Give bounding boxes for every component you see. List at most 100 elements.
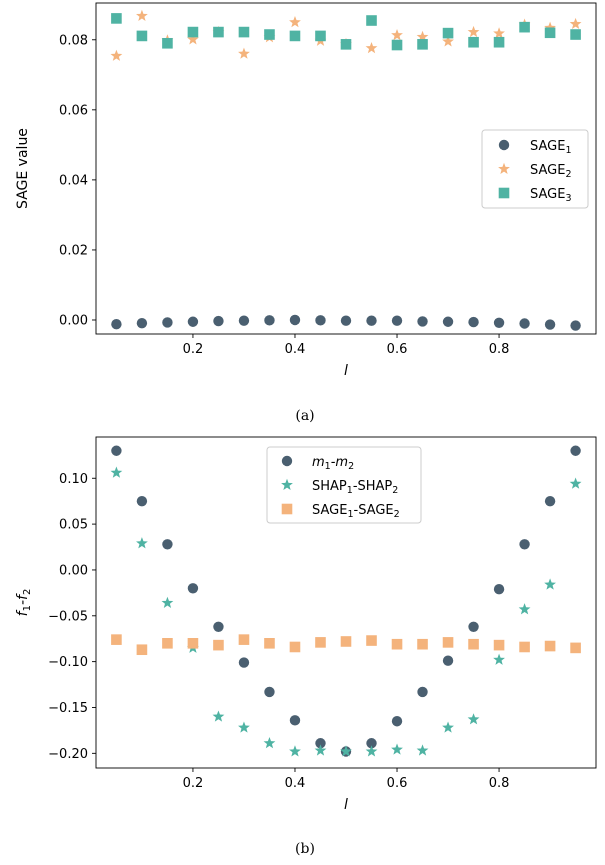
chart-b-series-1-point [468, 621, 479, 632]
chart-a-legend: SAGE1 SAGE2 SAGE3 [481, 129, 589, 209]
chart-b-series-3-point [340, 636, 352, 647]
chart-b: 0.2 0.4 0.6 0.8 0.10 0.05 0.00 −0.05 −0.10 −0.15… [15, 436, 597, 857]
chart-b-series-3-point [366, 635, 377, 646]
x-tick-label: 0.2 [183, 776, 204, 791]
chart-b-series-2-point [340, 745, 352, 757]
chart-b-series-3-point [442, 637, 454, 648]
legend-label: SAGE1 [530, 139, 572, 156]
chart-b-series-2-point [314, 744, 327, 756]
chart-b-series-3-point [289, 641, 301, 653]
chart-b-series-2-point [161, 596, 174, 608]
legend-box [266, 446, 422, 524]
chart-a-series-1-point [417, 316, 428, 327]
chart-a-series-1-point [340, 315, 352, 326]
chart-b-series-1-point [417, 686, 428, 698]
chart-a-series-1-point [544, 319, 556, 330]
chart-b-series-2-point [518, 603, 531, 615]
chart-b-series-1-point [570, 445, 581, 456]
chart-a-series-3-point [264, 29, 275, 40]
chart-a-caption: (a) [295, 408, 314, 424]
chart-b-series-3-point [570, 642, 581, 654]
legend-marker [498, 162, 510, 175]
chart-a-series-3-point [442, 27, 454, 39]
chart-a-series-1-point [111, 318, 122, 330]
chart-a-series-2-point [110, 49, 123, 61]
chart-b-series-3-point [162, 638, 173, 649]
legend-label: SAGE2 [530, 163, 572, 180]
chart-a-frame [95, 2, 597, 335]
y-tick-label: −0.05 [48, 609, 88, 624]
chart-b-series-3-point [544, 640, 556, 652]
chart-a-series-3-point [417, 39, 428, 50]
chart-b-series-2-point [238, 721, 250, 733]
y-tick-label: 0.06 [59, 103, 88, 118]
legend-label: SAGE3 [530, 187, 572, 204]
chart-a-series-2-point [289, 16, 301, 28]
chart-a-y-ticks: 0.00 0.02 0.04 0.06 0.08 [59, 33, 96, 328]
chart-a-series-1-point [493, 317, 505, 328]
chart-a-series-1-point [289, 314, 301, 326]
chart-b-series-2-point [416, 744, 429, 756]
chart-a-series-1-point [238, 315, 250, 326]
chart-b-series-1-point [136, 495, 148, 507]
legend-marker [281, 455, 293, 467]
chart-b-series-2-point [289, 745, 301, 757]
chart-b-series-1-point [187, 583, 199, 594]
chart-a-series-2-point [391, 29, 403, 41]
y-tick-label: 0.02 [59, 243, 88, 258]
chart-a-series-3-point [366, 15, 377, 26]
y-tick-label: 0.04 [59, 173, 88, 188]
x-tick-label: 0.8 [489, 342, 510, 357]
chart-b-series-2-point [569, 477, 582, 489]
chart-b-series-1-point [111, 445, 122, 456]
chart-b-series-1-point [519, 539, 530, 550]
chart-b-series-2-point [493, 653, 505, 665]
chart-a-series-3-point [315, 30, 326, 42]
chart-b-marks [110, 445, 582, 757]
y-tick-label: −0.15 [48, 701, 88, 716]
chart-b-series-2-point [365, 745, 378, 757]
x-tick-label: 0.6 [387, 776, 408, 791]
chart-b-series-1-point [289, 715, 301, 726]
chart-a-series-2-point [238, 47, 250, 59]
legend-label: m1-m2 [312, 455, 354, 472]
chart-a-series-3-point [187, 26, 199, 38]
chart-b-frame [95, 436, 597, 769]
chart-a-series-2-point [416, 30, 429, 42]
chart-a-series-3-point [544, 27, 556, 39]
chart-a-series-3-point [519, 21, 530, 33]
legend-marker [281, 478, 293, 491]
chart-a-series-3-point [391, 39, 403, 51]
chart-a-series-2-point [187, 33, 199, 45]
chart-a-series-3-point [493, 36, 505, 48]
chart-b-series-2-point [442, 721, 454, 733]
chart-b-series-3-point [264, 638, 275, 649]
chart-b-series-1-point [391, 716, 403, 727]
chart-b-series-3-point [136, 644, 148, 656]
y-tick-label: 0.00 [59, 313, 88, 328]
y-tick-label: 0.00 [59, 563, 88, 578]
chart-a-series-2-point [544, 21, 556, 33]
chart-a-series-3-point [340, 39, 352, 50]
chart-b-series-3-point [187, 638, 199, 649]
chart-b-series-3-point [213, 639, 224, 651]
chart-a-series-1-point [570, 320, 581, 331]
chart-a-series-3-point [468, 36, 479, 48]
x-tick-label: 0.2 [183, 342, 204, 357]
chart-b-series-3-point [519, 641, 530, 653]
chart-b-series-3-point [493, 639, 505, 651]
chart-b-x-label: l [344, 797, 348, 813]
chart-b-series-1-point [264, 686, 275, 698]
chart-b-series-1-point [493, 584, 505, 595]
x-tick-label: 0.4 [285, 776, 306, 791]
chart-a-series-1-point [213, 315, 224, 327]
chart-a-series-3-point [213, 26, 224, 38]
chart-a-series-1-point [315, 315, 326, 326]
chart-a-series-3-point [111, 13, 122, 24]
chart-a-series-1-point [519, 318, 530, 329]
chart-a-series-3-point [162, 37, 173, 49]
chart-b-series-3-point [468, 638, 479, 650]
chart-a-series-2-point [569, 17, 582, 30]
legend-marker [498, 187, 510, 199]
